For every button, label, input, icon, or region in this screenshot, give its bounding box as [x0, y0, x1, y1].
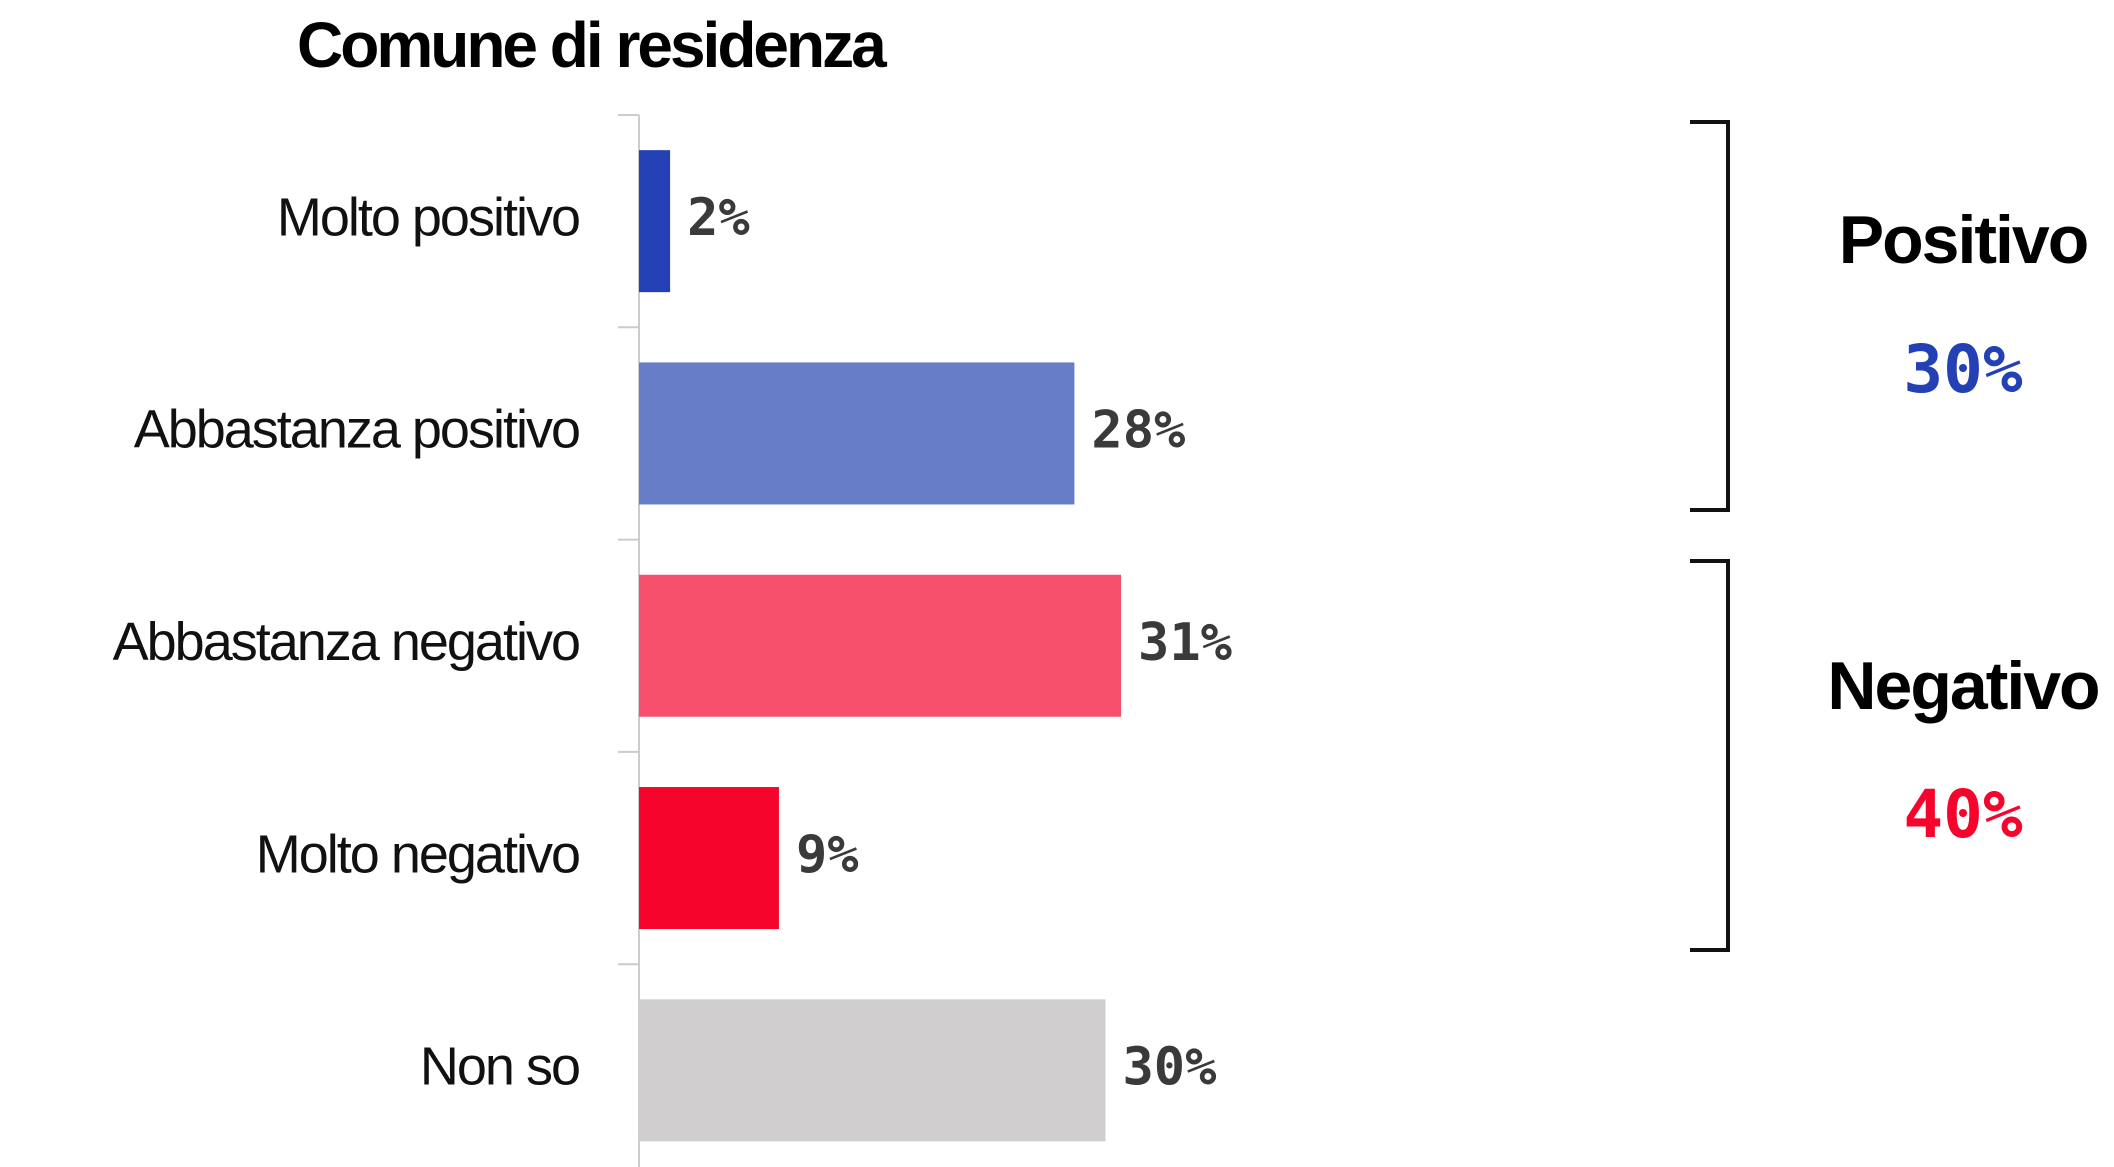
value-label: 30%	[1123, 1037, 1217, 1097]
group-value: 30%	[1903, 331, 2022, 408]
category-label: Non so	[420, 1037, 579, 1097]
bar	[639, 362, 1075, 505]
value-label: 28%	[1091, 400, 1185, 460]
bar	[639, 999, 1106, 1142]
group-label: Positivo	[1839, 202, 2088, 278]
chart-title: Comune di residenza	[297, 9, 887, 81]
bar	[639, 150, 671, 293]
bracket	[1690, 559, 1730, 952]
category-label: Molto negativo	[256, 824, 579, 884]
bracket	[1690, 120, 1730, 512]
group-label: Negativo	[1827, 648, 2098, 724]
value-label: 31%	[1138, 613, 1232, 673]
bar	[639, 787, 779, 930]
category-label: Abbastanza negativo	[113, 612, 579, 672]
value-label: 2%	[687, 188, 750, 248]
category-label: Molto positivo	[277, 187, 579, 247]
category-label: Abbastanza positivo	[134, 400, 579, 460]
bar	[639, 574, 1122, 717]
value-label: 9%	[796, 825, 859, 885]
group-value: 40%	[1903, 776, 2022, 853]
